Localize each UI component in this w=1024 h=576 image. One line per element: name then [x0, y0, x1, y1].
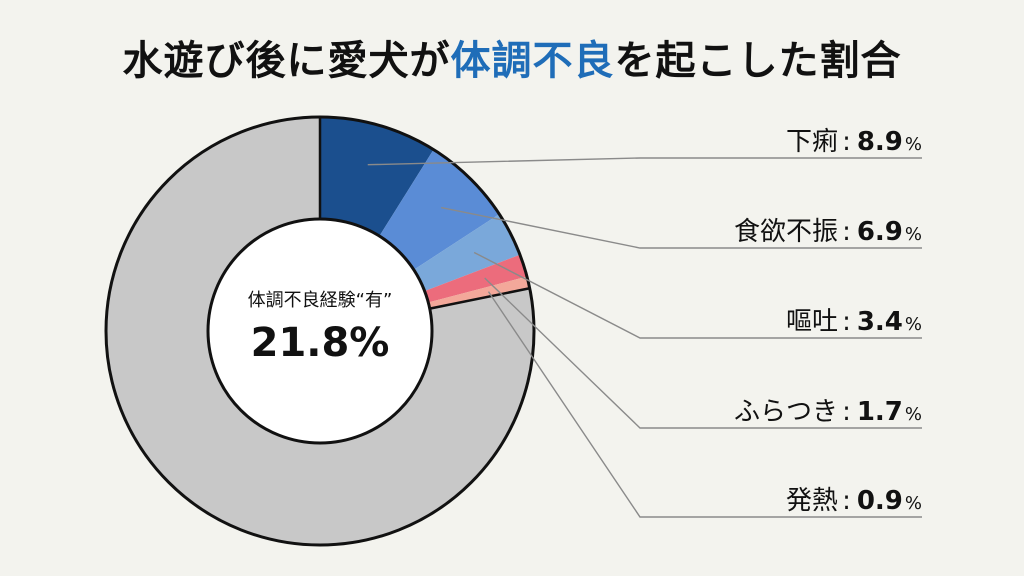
- legend-separator: :: [842, 217, 851, 247]
- leader-line: [484, 277, 922, 429]
- legend-name: 食欲不振: [734, 217, 838, 247]
- legend-name: 下痢: [786, 127, 838, 157]
- legend-item: ふらつき:1.7%: [734, 397, 922, 427]
- chart-title: 水遊び後に愛犬が体調不良を起こした割合: [0, 28, 1024, 86]
- leader-line: [487, 291, 922, 518]
- title-highlight: 体調不良: [450, 38, 615, 84]
- donut-hole: [206, 217, 434, 445]
- legend-item: 発熱:0.9%: [786, 486, 922, 516]
- title-prefix: 水遊び後に愛犬が: [122, 38, 451, 84]
- legend-name: 発熱: [786, 486, 838, 516]
- legend-unit: %: [905, 404, 922, 425]
- legend-separator: :: [842, 397, 851, 427]
- legend-group: 下痢:8.9 %食欲不振:6.9 %嘔吐:3.4 %ふらつき:1.7 %発熱:0.9%: [734, 127, 922, 516]
- legend-value: 8.9: [857, 127, 903, 157]
- donut-boundary-line: [429, 287, 530, 310]
- legend-item: 嘔吐:3.4%: [786, 307, 922, 337]
- legend-unit: %: [905, 493, 922, 514]
- leader-lines-group: [367, 157, 922, 518]
- legend-value: 0.9: [857, 486, 903, 516]
- legend-value: 1.7: [857, 397, 903, 427]
- legend-unit: %: [905, 314, 922, 335]
- legend-separator: :: [842, 486, 851, 516]
- title-suffix: を起こした割合: [614, 38, 902, 84]
- legend-name: ふらつき: [734, 397, 838, 427]
- leader-line: [473, 251, 922, 339]
- legend-unit: %: [905, 134, 922, 155]
- legend-item: 下痢:8.9%: [786, 127, 922, 157]
- legend-value: 6.9: [857, 217, 903, 247]
- center-label: 体調不良経験“有”: [248, 290, 393, 311]
- legend-item: 食欲不振:6.9%: [734, 217, 922, 247]
- legend-name: 嘔吐: [786, 307, 838, 337]
- leader-line: [367, 157, 922, 166]
- legend-separator: :: [842, 307, 851, 337]
- leader-line: [441, 206, 922, 249]
- center-value: 21.8%: [251, 320, 390, 366]
- legend-value: 3.4: [857, 307, 903, 337]
- legend-separator: :: [842, 127, 851, 157]
- legend-unit: %: [905, 224, 922, 245]
